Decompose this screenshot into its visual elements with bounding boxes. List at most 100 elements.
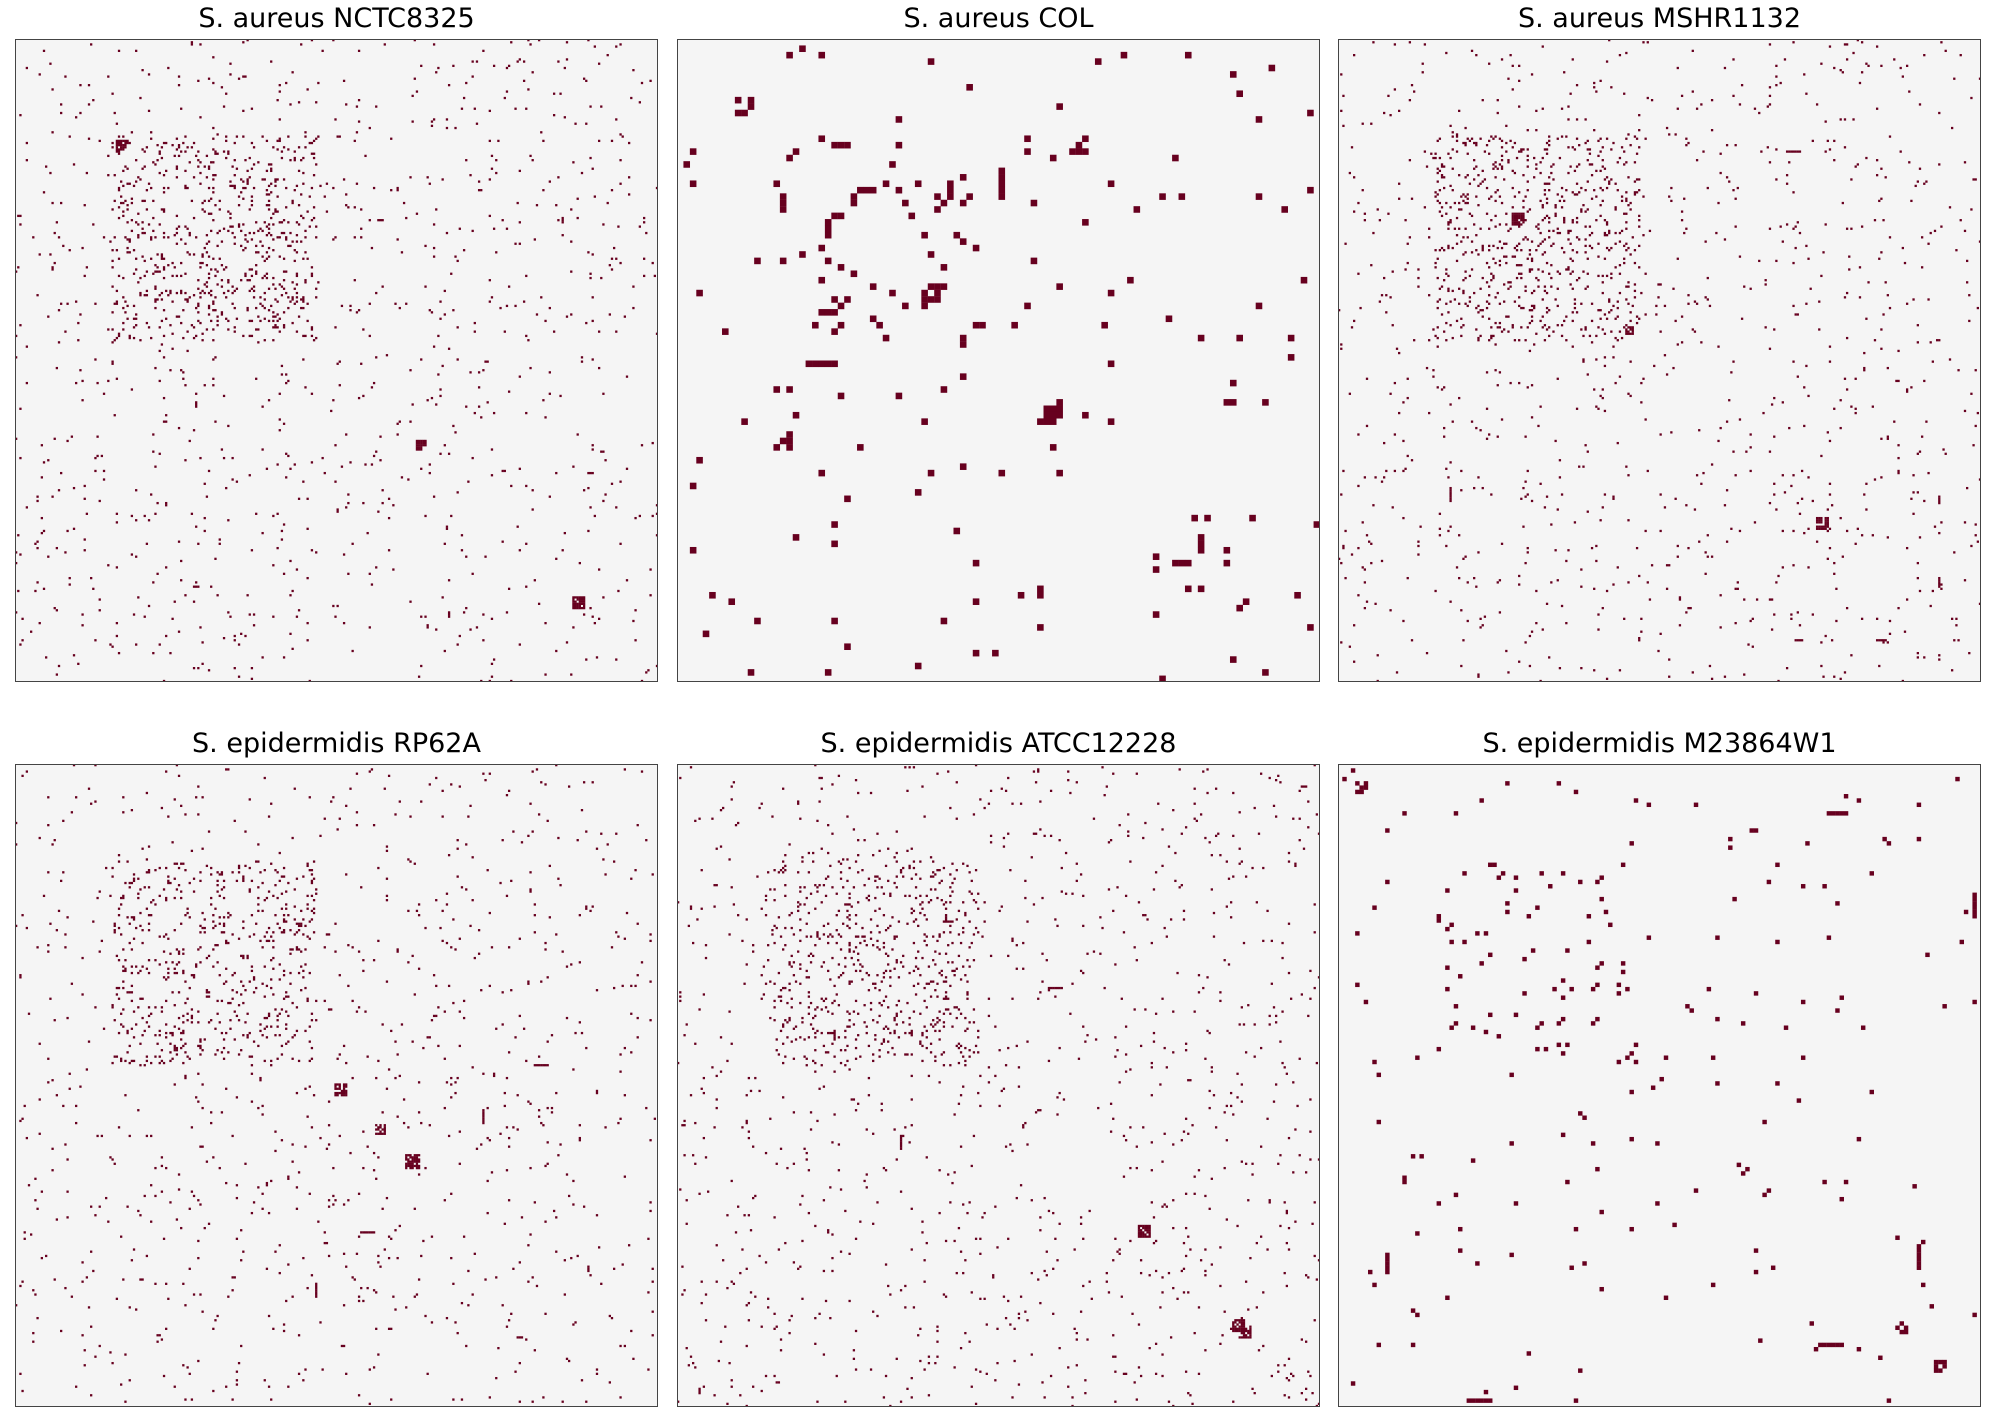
matrix-cell [130, 881, 134, 885]
matrix-cell [321, 49, 324, 53]
matrix-cell [1608, 249, 1611, 252]
matrix-cell [1449, 324, 1452, 327]
matrix-cell [1548, 176, 1551, 179]
matrix-cell [447, 984, 451, 988]
matrix-cell [267, 399, 271, 402]
matrix-cell [1672, 366, 1675, 370]
matrix-cell [1807, 476, 1810, 479]
matrix-cell [272, 238, 275, 241]
matrix-cell [332, 1203, 335, 1206]
matrix-cell [1663, 506, 1667, 509]
matrix-cell [261, 881, 264, 885]
matrix-cell [1625, 298, 1628, 301]
matrix-cell [332, 39, 335, 42]
matrix-cell [158, 935, 161, 938]
matrix-cell [1601, 388, 1604, 391]
matrix-cell [357, 1235, 361, 1238]
matrix-cell [1805, 364, 1808, 368]
matrix-cell [289, 929, 292, 932]
matrix-cell [120, 903, 123, 906]
matrix-cell [469, 804, 472, 808]
matrix-cell [1584, 210, 1587, 213]
matrix-cell [1545, 148, 1549, 151]
matrix-cell [1623, 163, 1626, 166]
matrix-cell [1582, 465, 1585, 468]
matrix-cell [649, 939, 652, 943]
matrix-cell [1880, 167, 1883, 170]
matrix-cell [175, 888, 179, 891]
matrix-cell [473, 321, 476, 325]
matrix-cell [165, 899, 168, 902]
matrix-cell [1820, 521, 1823, 524]
matrix-cell [1554, 204, 1557, 207]
matrix-cell [265, 251, 269, 254]
matrix-cell [1404, 268, 1407, 271]
matrix-cell [317, 135, 320, 138]
matrix-cell [42, 894, 46, 898]
matrix-cell [1056, 283, 1063, 290]
matrix-cell [235, 1196, 239, 1200]
heatmap-panel-nctc8325: S. aureus NCTC8325 [15, 3, 658, 682]
matrix-cell [527, 39, 530, 42]
matrix-cell [315, 287, 318, 290]
matrix-cell [201, 926, 204, 930]
matrix-cell [422, 444, 425, 447]
matrix-cell [201, 1049, 204, 1052]
matrix-cell [473, 956, 476, 960]
matrix-cell [555, 204, 558, 207]
matrix-cell [259, 939, 262, 943]
matrix-cell [1490, 336, 1493, 340]
matrix-cell [1603, 356, 1607, 359]
matrix-cell [255, 512, 258, 515]
matrix-cell [267, 1211, 271, 1215]
matrix-cell [1601, 165, 1604, 168]
matrix-cell [334, 615, 337, 618]
matrix-cell [85, 1276, 89, 1279]
matrix-cell [1505, 141, 1508, 145]
matrix-cell [927, 469, 935, 477]
matrix-cell [370, 386, 374, 389]
matrix-cell [1623, 617, 1626, 620]
matrix-cell [220, 311, 224, 314]
matrix-cell [1541, 45, 1544, 48]
matrix-cell [1466, 619, 1469, 623]
matrix-cell [184, 1398, 187, 1401]
matrix-cell [1605, 234, 1609, 237]
matrix-cell [154, 903, 157, 906]
matrix-cell [87, 1040, 91, 1043]
matrix-cell [377, 1254, 380, 1258]
matrix-cell [150, 186, 153, 190]
matrix-cell [1794, 150, 1797, 153]
matrix-cell [548, 306, 551, 310]
matrix-cell [295, 272, 299, 275]
matrix-cell [638, 225, 641, 228]
matrix-cell [310, 869, 314, 872]
matrix-cell [831, 328, 838, 335]
matrix-cell [304, 236, 307, 239]
matrix-cell [199, 1053, 202, 1056]
matrix-cell [210, 896, 213, 900]
matrix-cell [252, 289, 256, 293]
chart-title: S. aureus MSHR1132 [1517, 3, 1802, 34]
matrix-cell [188, 439, 191, 443]
matrix-cell [122, 1025, 125, 1028]
matrix-cell [124, 146, 127, 149]
matrix-cell [1629, 311, 1632, 314]
matrix-cell [1223, 559, 1231, 567]
matrix-cell [1644, 313, 1647, 316]
matrix-cell [1588, 152, 1592, 155]
matrix-cell [1477, 476, 1480, 479]
matrix-cell [57, 236, 61, 239]
matrix-cell [1586, 180, 1589, 183]
matrix-cell [1518, 660, 1521, 663]
matrix-cell [1627, 133, 1630, 136]
matrix-cell [1535, 332, 1538, 335]
matrix-cell [441, 909, 444, 913]
matrix-cell [597, 366, 601, 370]
matrix-cell [456, 358, 459, 361]
matrix-cell [242, 877, 245, 880]
matrix-cell [233, 639, 236, 642]
matrix-cell [1524, 641, 1527, 644]
matrix-cell [310, 549, 314, 552]
matrix-cell [173, 798, 176, 801]
